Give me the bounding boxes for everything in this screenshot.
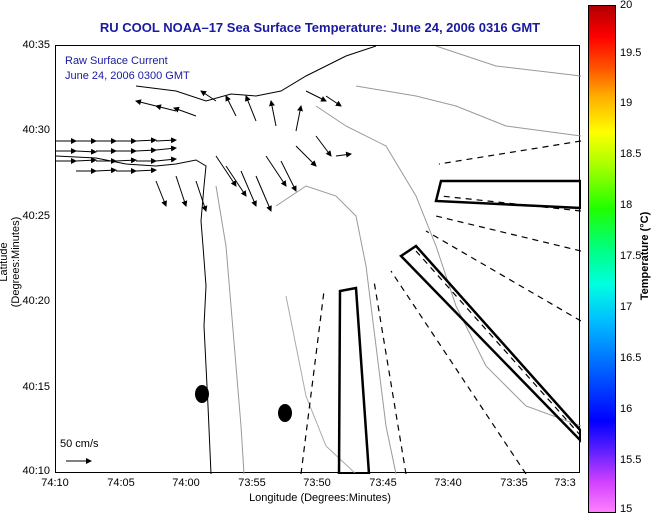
x-axis-label: Longitude (Degrees:Minutes) <box>249 492 391 504</box>
map-plot-area <box>55 45 583 476</box>
colorbar-tick: 20 <box>620 0 633 11</box>
colorbar-tick: 17 <box>620 301 633 313</box>
legend-timestamp: June 24, 2006 0300 GMT <box>65 70 190 82</box>
mooring-marker <box>278 404 292 422</box>
y-tick-label: 40:10 <box>22 465 50 477</box>
x-tick-label: 73:3 <box>554 477 576 489</box>
x-tick-label: 74:10 <box>41 477 69 489</box>
y-tick-label: 40:20 <box>22 295 50 307</box>
colorbar-tick: 16.5 <box>620 352 642 364</box>
depth-contour <box>285 295 357 475</box>
x-tick-label: 74:00 <box>172 477 200 489</box>
x-tick-label: 73:50 <box>303 477 331 489</box>
colorbar-tick: 18 <box>620 199 633 211</box>
depth-contour <box>355 85 582 137</box>
colorbar-tick: 17.5 <box>620 250 642 262</box>
depth-contour <box>275 185 397 475</box>
x-tick-label: 73:45 <box>369 477 397 489</box>
map-drawing <box>55 45 583 476</box>
y-tick-label: 40:15 <box>22 381 50 393</box>
dashed-tracks <box>300 140 582 475</box>
legend-label: Raw Surface Current <box>65 55 168 67</box>
depth-contour <box>315 105 582 427</box>
survey-boxes <box>337 179 583 476</box>
x-tick-label: 73:55 <box>238 477 266 489</box>
y-axis-label: Latitude (Degrees:Minutes) <box>0 216 22 308</box>
x-tick-label: 73:40 <box>434 477 462 489</box>
colorbar-label: Temperature (°C) <box>639 211 651 301</box>
colorbar-tick: 19.5 <box>620 47 642 59</box>
colorbar-tick: 16 <box>620 403 633 415</box>
y-tick-label: 40:30 <box>22 124 50 136</box>
colorbar-tick: 18.5 <box>620 148 642 160</box>
x-tick-label: 73:35 <box>500 477 528 489</box>
colorbar-tick: 19 <box>620 97 633 109</box>
depth-contour <box>215 185 245 475</box>
x-tick-label: 74:05 <box>107 477 135 489</box>
y-tick-label: 40:35 <box>22 39 50 51</box>
depth-contour <box>435 45 582 77</box>
coastline <box>55 155 212 475</box>
map-title: RU COOL NOAA–17 Sea Surface Temperature:… <box>99 20 541 35</box>
mooring-marker <box>195 385 209 403</box>
temperature-colorbar <box>588 5 616 513</box>
y-tick-label: 40:25 <box>22 210 50 222</box>
coastline-north <box>135 45 377 102</box>
scale-label: 50 cm/s <box>60 438 99 450</box>
colorbar-tick: 15.5 <box>620 454 642 466</box>
current-vectors <box>56 90 352 212</box>
colorbar-tick: 15 <box>620 503 633 515</box>
